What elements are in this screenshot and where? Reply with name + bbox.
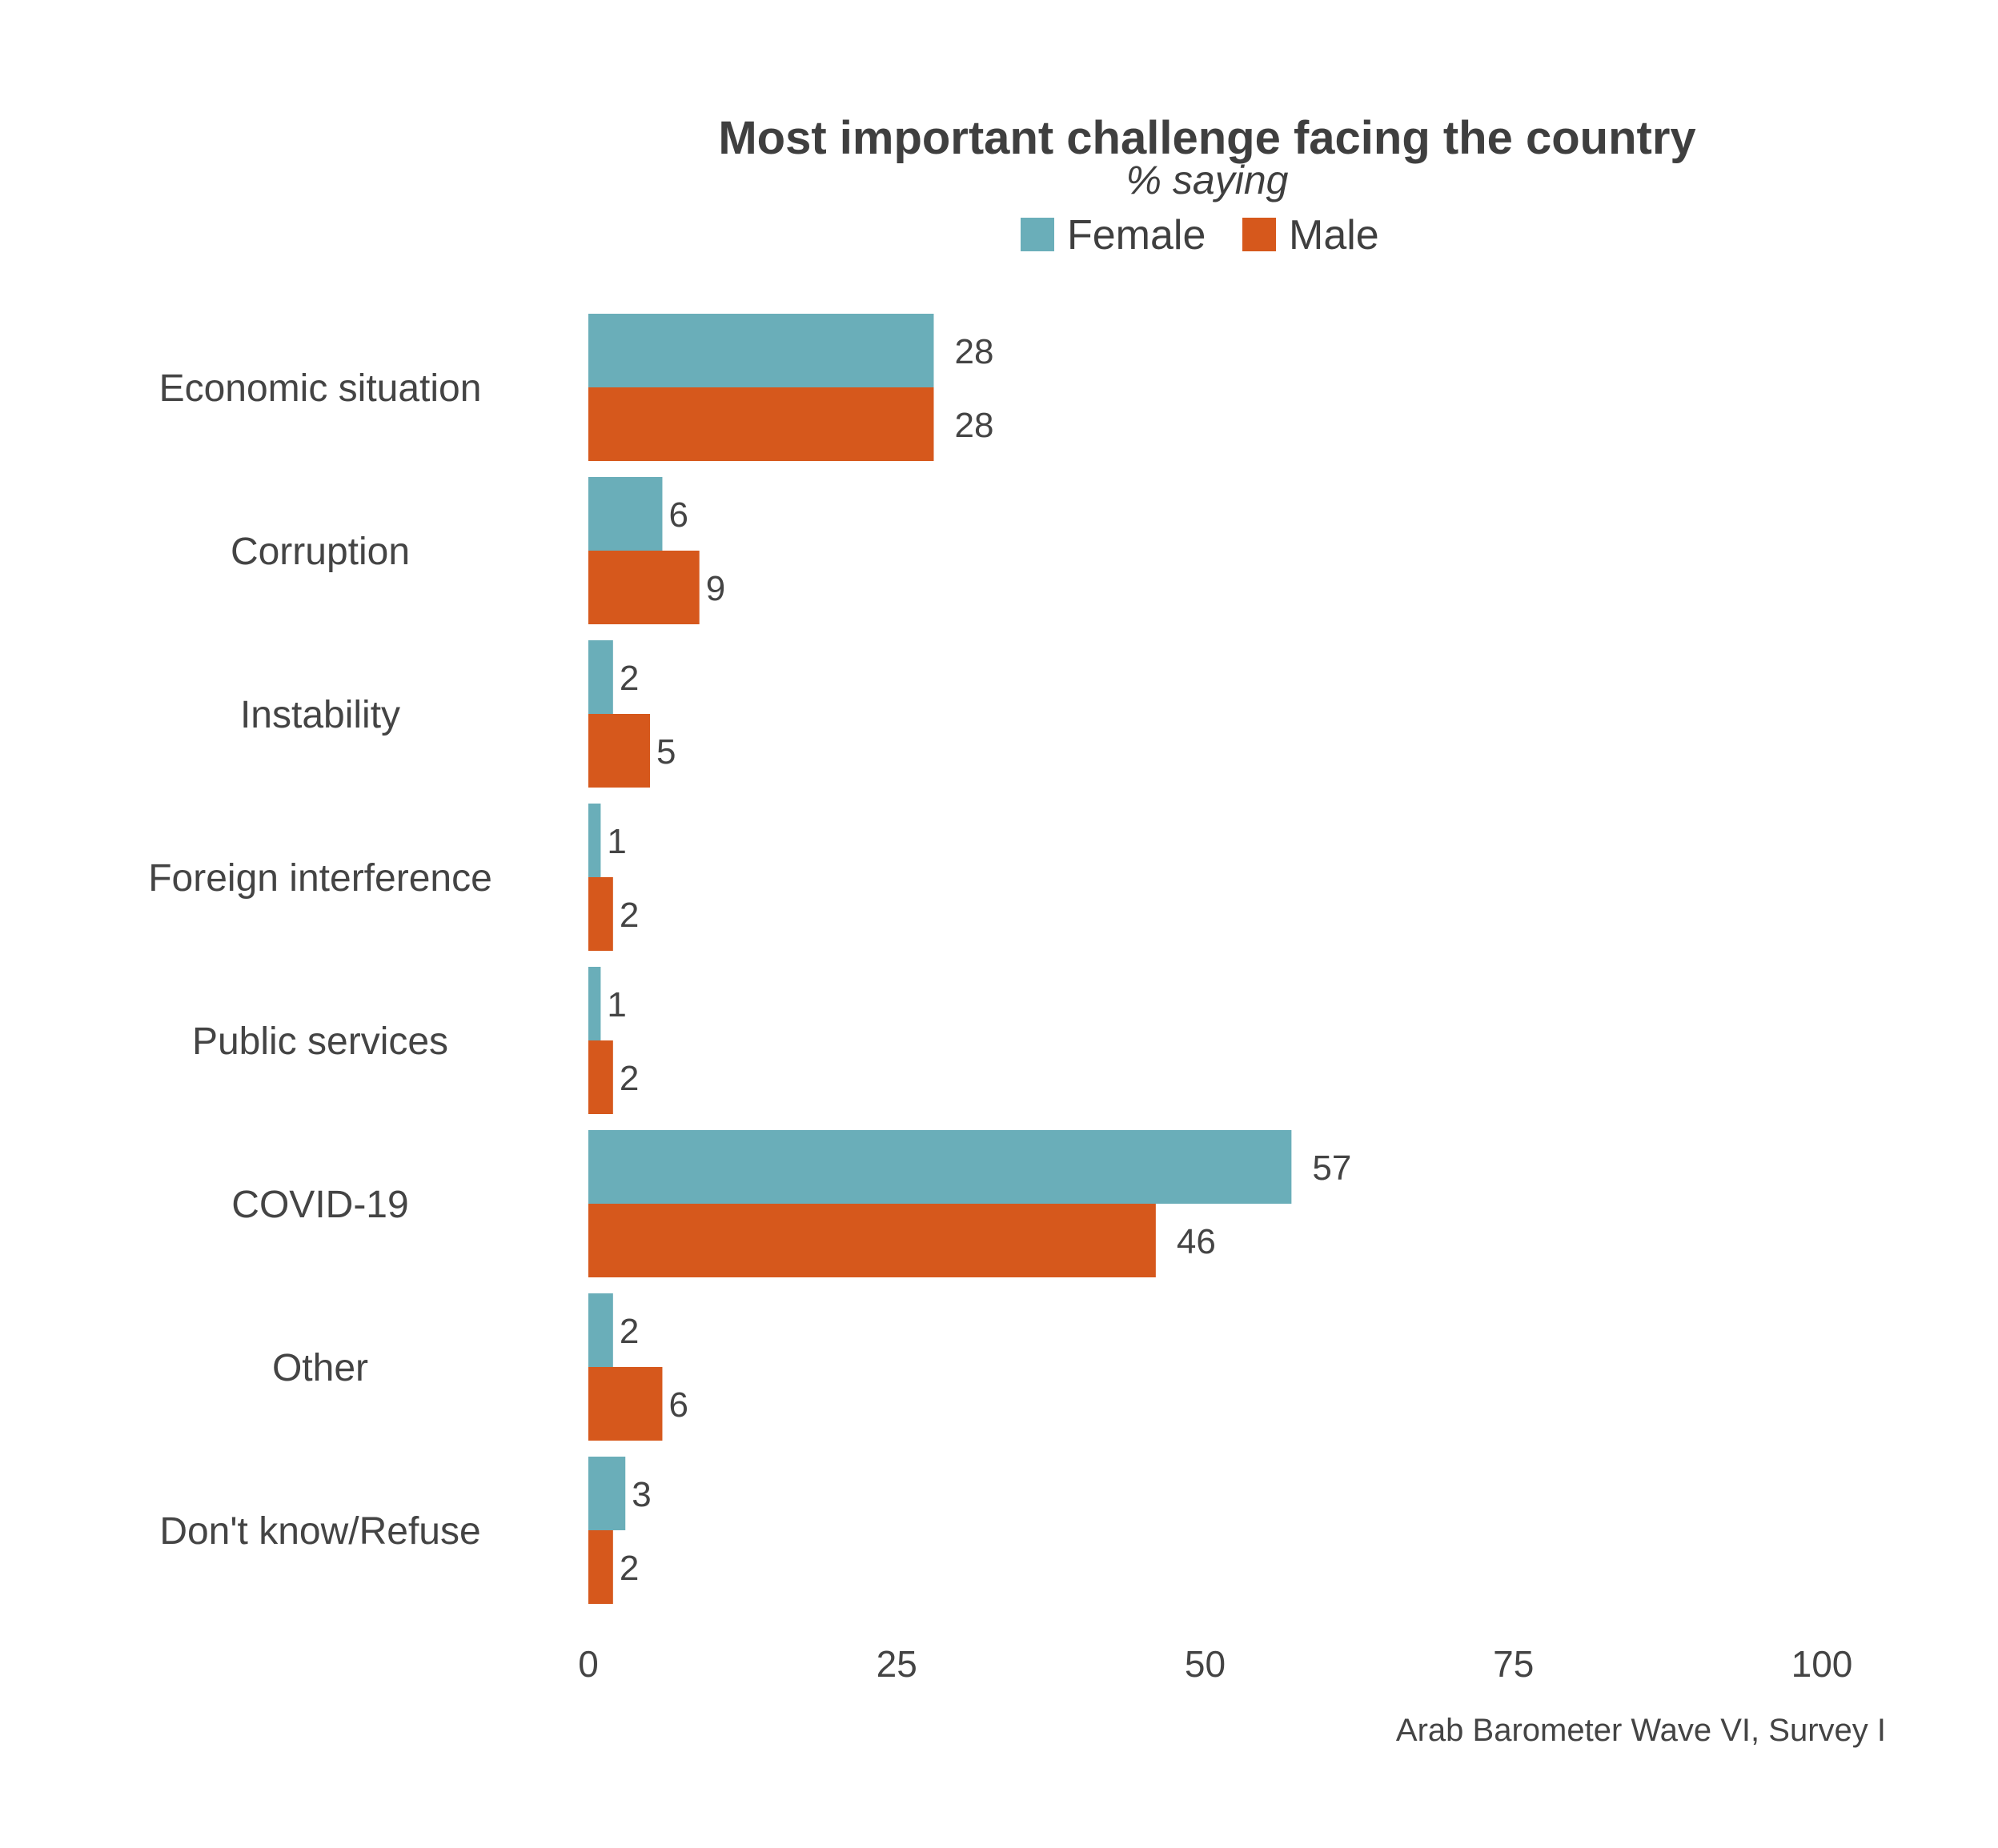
bar-female-covid-19 bbox=[588, 1130, 1292, 1204]
x-tick-label-75: 75 bbox=[1493, 1643, 1534, 1685]
legend-label-male: Male bbox=[1289, 212, 1379, 259]
bar-male-other bbox=[588, 1367, 663, 1441]
value-label-female-instability: 2 bbox=[620, 659, 639, 698]
bar-male-instability bbox=[588, 714, 651, 788]
bar-female-corruption bbox=[588, 477, 663, 551]
value-label-male-instability: 5 bbox=[656, 732, 676, 772]
bar-male-covid-19 bbox=[588, 1204, 1156, 1277]
category-label-instability: Instability bbox=[240, 694, 400, 736]
chart-title: Most important challenge facing the coun… bbox=[718, 112, 1695, 164]
legend-swatch-male bbox=[1242, 218, 1276, 251]
bar-female-don-t-know-refuse bbox=[588, 1457, 626, 1530]
value-label-male-foreign-interference: 2 bbox=[620, 896, 639, 935]
x-axis-ticks: 0 25 50 75 100 bbox=[578, 1643, 1852, 1685]
x-tick-label-25: 25 bbox=[877, 1643, 917, 1685]
value-label-male-covid-19: 46 bbox=[1177, 1222, 1216, 1261]
value-label-female-don-t-know-refuse: 3 bbox=[632, 1475, 651, 1514]
value-label-male-economic-situation: 28 bbox=[954, 406, 993, 445]
bar-male-foreign-interference bbox=[588, 877, 613, 951]
category-label-corruption: Corruption bbox=[231, 531, 410, 573]
bar-female-instability bbox=[588, 640, 613, 714]
bar-female-public-services bbox=[588, 967, 601, 1040]
value-label-female-corruption: 6 bbox=[668, 495, 688, 535]
bar-female-other bbox=[588, 1293, 613, 1367]
bar-female-foreign-interference bbox=[588, 804, 601, 877]
bar-male-economic-situation bbox=[588, 387, 934, 461]
value-label-male-corruption: 9 bbox=[706, 569, 725, 608]
bar-male-corruption bbox=[588, 551, 700, 624]
value-label-female-covid-19: 57 bbox=[1312, 1148, 1351, 1188]
category-label-don-t-know-refuse: Don't know/Refuse bbox=[159, 1510, 480, 1553]
x-tick-label-0: 0 bbox=[578, 1643, 599, 1685]
value-label-female-other: 2 bbox=[620, 1312, 639, 1351]
value-label-female-economic-situation: 28 bbox=[954, 332, 993, 371]
x-tick-label-100: 100 bbox=[1791, 1643, 1853, 1685]
legend-label-female: Female bbox=[1067, 212, 1206, 259]
category-label-covid-19: COVID-19 bbox=[231, 1184, 408, 1226]
value-label-male-other: 6 bbox=[668, 1385, 688, 1425]
category-label-economic-situation: Economic situation bbox=[159, 367, 482, 410]
bar-male-don-t-know-refuse bbox=[588, 1530, 613, 1604]
category-label-foreign-interference: Foreign interference bbox=[148, 857, 492, 900]
bar-male-public-services bbox=[588, 1040, 613, 1114]
bar-female-economic-situation bbox=[588, 314, 934, 387]
category-label-other: Other bbox=[272, 1347, 368, 1389]
bars bbox=[588, 314, 1292, 1604]
chart-subtitle: % saying bbox=[1126, 158, 1289, 202]
value-label-female-foreign-interference: 1 bbox=[607, 822, 626, 861]
category-label-public-services: Public services bbox=[192, 1020, 448, 1063]
value-label-male-public-services: 2 bbox=[620, 1059, 639, 1098]
x-tick-label-50: 50 bbox=[1185, 1643, 1226, 1685]
value-label-female-public-services: 1 bbox=[607, 985, 626, 1024]
category-labels: Economic situation Corruption Instability F… bbox=[148, 367, 492, 1553]
legend-swatch-female bbox=[1021, 218, 1054, 251]
value-label-male-don-t-know-refuse: 2 bbox=[620, 1549, 639, 1588]
legend: Female Male bbox=[1021, 212, 1379, 259]
chart-caption: Arab Barometer Wave VI, Survey I bbox=[1396, 1713, 1886, 1748]
